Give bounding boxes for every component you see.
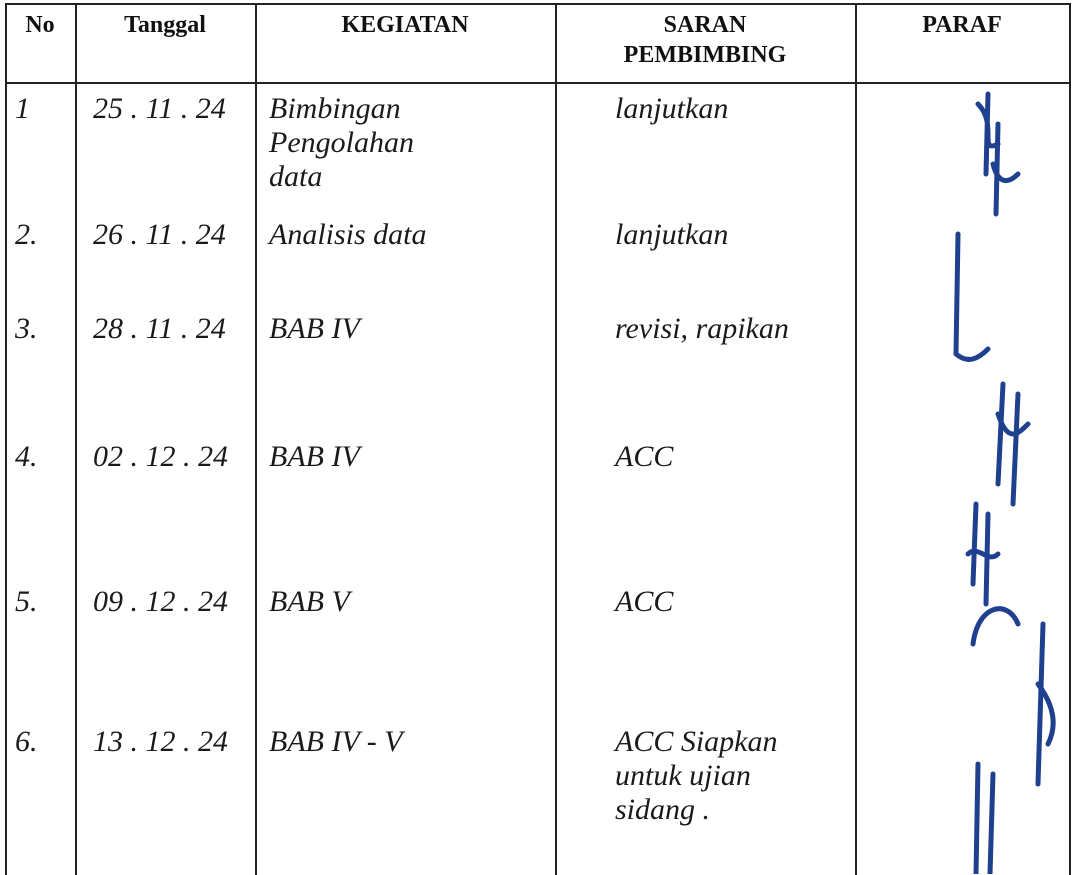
activity: BAB IV [269,440,360,473]
column-rule [255,3,257,875]
date: 26 . 11 . 24 [93,218,226,251]
column-header: KEGIATAN [341,12,469,38]
advice: ACC [615,585,674,618]
signature [970,606,1056,787]
column-rule [75,3,77,875]
column-header: Tanggal [124,12,206,38]
signature [975,91,1021,217]
column-header: SARAN PEMBIMBING [623,12,787,68]
table-border [5,3,1070,5]
row-number: 3. [15,312,38,345]
date: 25 . 11 . 24 [93,92,226,125]
advice: ACC [615,440,674,473]
date: 13 . 12 . 24 [93,725,228,758]
column-rule [555,3,557,875]
activity: Analisis data [269,218,427,251]
header-rule [5,82,1070,84]
date: 09 . 12 . 24 [93,585,228,618]
date: 02 . 12 . 24 [93,440,228,473]
activity: BAB IV [269,312,360,345]
row-number: 1 [15,92,30,125]
advice: lanjutkan [615,218,729,251]
row-number: 4. [15,440,38,473]
advice: ACC Siapkan untuk ujian sidang . [615,725,778,826]
activity: Bimbingan Pengolahan data [269,92,414,193]
row-number: 6. [15,725,38,758]
column-rule [1069,3,1071,875]
date: 28 . 11 . 24 [93,312,226,345]
row-number: 5. [15,585,38,618]
column-header: No [25,12,55,38]
activity: BAB V [269,585,350,618]
advice: lanjutkan [615,92,729,125]
signature [953,231,991,362]
signatures [953,91,1056,874]
signature [973,761,996,874]
signature [965,501,1001,607]
signature [995,381,1031,507]
column-rule [855,3,857,875]
column-rule [5,3,7,875]
activity: BAB IV - V [269,725,403,758]
advice: revisi, rapikan [615,312,789,345]
row-number: 2. [15,218,38,251]
column-header: PARAF [922,12,1002,38]
